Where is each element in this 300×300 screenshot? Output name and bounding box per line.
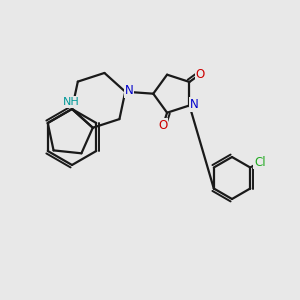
Text: O: O (195, 68, 205, 81)
Text: NH: NH (63, 97, 80, 107)
Text: O: O (158, 118, 168, 132)
Text: N: N (190, 98, 199, 111)
Text: Cl: Cl (254, 155, 266, 169)
Text: N: N (125, 84, 134, 97)
